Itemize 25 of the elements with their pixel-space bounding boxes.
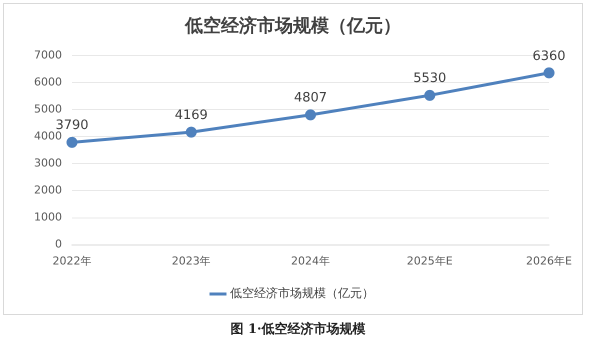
data-label: 4169 [174, 108, 208, 123]
point [66, 136, 78, 148]
point [544, 67, 555, 78]
data-label: 6360 [532, 48, 566, 64]
data-label: 5530 [413, 71, 446, 86]
x-tick-label: 2025年E [406, 254, 453, 268]
data-label: 4807 [294, 90, 328, 106]
point [305, 109, 316, 120]
y-tick-label: 3000 [34, 156, 62, 170]
y-tick-label: 6000 [34, 75, 62, 88]
caption: 图 1·低空经济市场规模 [229, 320, 367, 338]
y-tick-label: 5000 [34, 102, 62, 116]
x-tick-label: 2022年 [52, 254, 92, 268]
y-tick-label: 4000 [34, 130, 62, 143]
chart-title: 低空经济市场规模（亿元） [184, 15, 401, 36]
x-tick-label: 2026年E [526, 254, 572, 268]
x-tick-label: 2024年 [291, 254, 330, 268]
y-tick-label: 1000 [34, 210, 62, 224]
point [186, 126, 197, 138]
y-tick-label: 0 [54, 238, 62, 251]
y-tick-label: 7000 [34, 48, 62, 62]
legend-label: 低空经济市场规模（亿元） [230, 286, 374, 300]
y-tick-label: 2000 [34, 184, 62, 197]
x-tick-label: 2023年 [172, 254, 211, 268]
point [424, 90, 436, 101]
